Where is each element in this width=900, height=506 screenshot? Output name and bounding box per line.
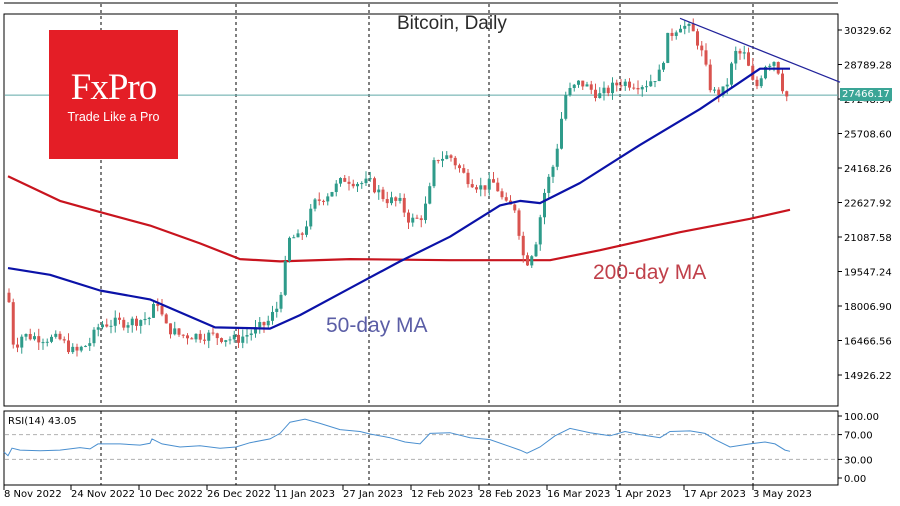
date-tick-label: 12 Feb 2023 bbox=[411, 489, 473, 500]
date-tick-label: 17 Apr 2023 bbox=[684, 489, 746, 500]
price-tick-label: 14926.22 bbox=[844, 371, 892, 382]
rsi-levels bbox=[5, 434, 837, 460]
date-tick-label: 10 Dec 2022 bbox=[139, 489, 203, 500]
rsi-panel bbox=[3, 410, 839, 486]
date-tick-label: 16 Mar 2023 bbox=[547, 489, 610, 500]
rsi-tick-label: 100.00 bbox=[844, 412, 879, 423]
logo-tagline: Trade Like a Pro bbox=[67, 110, 160, 124]
price-axis: 30329.6228789.2827248.9425708.6024168.26… bbox=[838, 26, 892, 382]
ma200-annotation: 200-day MA bbox=[593, 261, 706, 284]
date-tick-label: 11 Jan 2023 bbox=[275, 489, 335, 500]
chart-title: Bitcoin, Daily bbox=[397, 13, 507, 34]
price-tick-label: 24168.26 bbox=[844, 164, 892, 175]
rsi-axis: 100.00 70.00 30.00 0.00 bbox=[838, 412, 879, 485]
resistance-trendline bbox=[679, 17, 841, 83]
price-tick-label: 22627.92 bbox=[844, 199, 892, 210]
date-tick-label: 28 Feb 2023 bbox=[479, 489, 541, 500]
date-tick-label: 3 May 2023 bbox=[753, 489, 812, 500]
current-price-tag: 27466.17 bbox=[840, 88, 892, 101]
date-tick-label: 8 Nov 2022 bbox=[4, 489, 62, 500]
rsi-label: RSI(14) 43.05 bbox=[8, 416, 77, 427]
price-tick-label: 30329.62 bbox=[844, 26, 892, 37]
price-tick-label: 18006.90 bbox=[844, 302, 892, 313]
ma50-line bbox=[7, 67, 790, 330]
rsi-tick-label: 30.00 bbox=[844, 455, 873, 466]
price-tick-label: 16466.56 bbox=[844, 337, 892, 348]
price-tick-label: 25708.60 bbox=[844, 130, 892, 141]
price-tick-label: 21087.58 bbox=[844, 233, 892, 244]
date-tick-label: 24 Nov 2022 bbox=[71, 489, 135, 500]
fxpro-logo: FxPro Trade Like a Pro bbox=[49, 30, 178, 159]
date-tick-label: 26 Dec 2022 bbox=[207, 489, 271, 500]
logo-brand: FxPro bbox=[70, 67, 157, 108]
price-tick-label: 19547.24 bbox=[844, 268, 892, 279]
ma200-line bbox=[7, 175, 791, 263]
candles bbox=[7, 18, 789, 357]
ma50-annotation: 50-day MA bbox=[326, 314, 428, 337]
date-tick-label: 1 Apr 2023 bbox=[616, 489, 671, 500]
time-axis: 8 Nov 2022 24 Nov 2022 10 Dec 2022 26 Dec 2… bbox=[3, 485, 812, 500]
date-tick-label: 27 Jan 2023 bbox=[343, 489, 403, 500]
rsi-line bbox=[3, 418, 791, 457]
rsi-tick-label: 70.00 bbox=[844, 431, 873, 442]
rsi-tick-label: 0.00 bbox=[844, 474, 866, 485]
price-tick-label: 28789.28 bbox=[844, 61, 892, 72]
